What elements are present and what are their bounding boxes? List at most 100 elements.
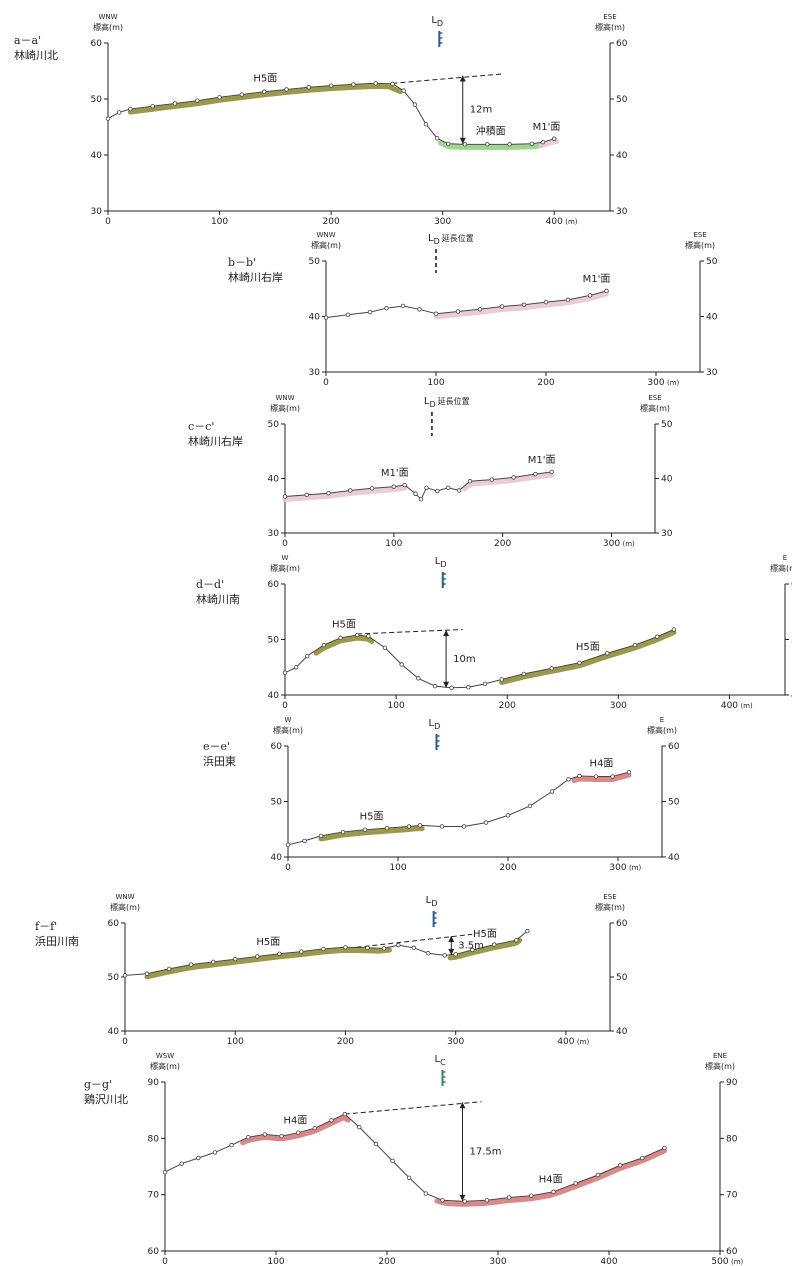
profile-point bbox=[442, 953, 447, 958]
x-unit-label: (m) bbox=[622, 540, 635, 548]
profile-point bbox=[587, 293, 593, 298]
profile-point bbox=[196, 1155, 201, 1161]
profile-point bbox=[362, 827, 368, 833]
y-tick-label-left: 60 bbox=[108, 919, 120, 929]
profile-point bbox=[318, 833, 324, 839]
x-tick-label: 100 bbox=[227, 1037, 244, 1047]
profile-point bbox=[305, 653, 310, 659]
surface-label: H5面 bbox=[253, 74, 277, 85]
terrain-profile-line bbox=[284, 629, 675, 689]
y-tick-label-right: 40 bbox=[616, 1027, 628, 1037]
y-tick-label-left: 90 bbox=[148, 1078, 160, 1088]
profile-point bbox=[302, 838, 307, 844]
direction-left: WNW bbox=[115, 893, 134, 901]
y-tick-label-right: 40 bbox=[706, 313, 718, 323]
y-tick-label-right: 90 bbox=[726, 1078, 738, 1088]
surface-band-M1 bbox=[282, 485, 408, 502]
fault-marker-label: LD 延長位置 bbox=[424, 396, 470, 409]
surface-band-H5 bbox=[318, 826, 425, 842]
profile-point bbox=[662, 1145, 667, 1151]
x-unit-label: (m) bbox=[565, 218, 578, 226]
y-tick-label-right: 60 bbox=[616, 919, 628, 929]
x-tick-label: 300 bbox=[610, 701, 627, 711]
direction-right: ENE bbox=[713, 1052, 727, 1060]
arrow-head-bottom bbox=[448, 948, 455, 955]
fault-marker-letter: L bbox=[431, 15, 437, 26]
y-tick-label-right: 60 bbox=[726, 1247, 738, 1257]
y-tick-label-right: 50 bbox=[661, 420, 673, 430]
x-tick-label: 200 bbox=[337, 1037, 354, 1047]
y-tick-label-left: 60 bbox=[148, 1247, 160, 1257]
x-tick-label: 300 bbox=[447, 1037, 464, 1047]
profile-point bbox=[329, 1118, 334, 1123]
surface-label: H5面 bbox=[360, 811, 384, 822]
profile-point bbox=[217, 95, 222, 100]
fault-marker-label: LD 延長位置 bbox=[428, 233, 474, 246]
arrow-head-bottom bbox=[459, 1194, 466, 1201]
profile-point bbox=[233, 956, 238, 962]
profile-point bbox=[446, 141, 451, 146]
surface-band-H5 bbox=[313, 635, 375, 656]
direction-right: E bbox=[783, 554, 787, 562]
surface-label: H4面 bbox=[590, 759, 614, 770]
profile-point bbox=[551, 1189, 556, 1195]
x-tick-label: 0 bbox=[122, 1037, 128, 1047]
profile-point bbox=[262, 1132, 268, 1137]
elevation-label-left: 標高(m) bbox=[150, 1061, 180, 1071]
x-tick-label: 100 bbox=[427, 378, 444, 388]
profile-point bbox=[179, 1161, 184, 1166]
x-tick-label: 0 bbox=[282, 701, 288, 711]
surface-band-H5 bbox=[127, 83, 403, 115]
profile-point bbox=[632, 642, 638, 648]
profile-point bbox=[384, 305, 389, 311]
profile-point bbox=[384, 825, 390, 831]
x-tick-label: 100 bbox=[267, 1257, 284, 1266]
x-tick-label: 0 bbox=[162, 1257, 168, 1266]
profile-point bbox=[416, 676, 421, 681]
x-tick-label: 200 bbox=[494, 539, 511, 549]
profile-point bbox=[321, 946, 326, 952]
profile-point bbox=[399, 662, 404, 667]
profile-point bbox=[296, 1130, 301, 1135]
x-tick-label: 300 bbox=[603, 539, 620, 549]
profile-point bbox=[492, 942, 497, 947]
arrow-head-top bbox=[448, 935, 455, 942]
x-unit-label: (m) bbox=[577, 1038, 590, 1046]
profile-point bbox=[506, 1195, 512, 1200]
y-tick-label-right: 30 bbox=[616, 207, 628, 217]
fault-marker-sub: C bbox=[440, 1058, 446, 1067]
profile-point bbox=[529, 1193, 534, 1198]
profile-point bbox=[507, 142, 512, 147]
surface-label: H4面 bbox=[539, 1174, 563, 1185]
profile-point bbox=[348, 488, 353, 493]
profile-point bbox=[577, 773, 582, 779]
surface-band-H5 bbox=[499, 630, 677, 685]
arrow-head-top bbox=[443, 630, 450, 637]
elevation-label-left: 標高(m) bbox=[93, 22, 123, 32]
y-tick-label-left: 40 bbox=[268, 691, 280, 701]
y-tick-label-left: 30 bbox=[268, 529, 280, 539]
fault-marker-letter: L bbox=[435, 1054, 441, 1065]
fault-marker-note: 延長位置 bbox=[438, 396, 470, 406]
fault-marker-sub: D bbox=[440, 560, 446, 569]
fault-marker-sub: D bbox=[429, 400, 435, 409]
profile-point bbox=[390, 1158, 395, 1164]
direction-right: ESE bbox=[693, 231, 706, 239]
y-tick-label-left: 50 bbox=[271, 798, 283, 808]
y-tick-label-right: 50 bbox=[706, 257, 718, 267]
profile-point bbox=[423, 1191, 429, 1196]
profile-point bbox=[172, 101, 178, 106]
profile-point bbox=[521, 302, 527, 308]
profile-point bbox=[229, 1142, 234, 1148]
x-tick-label: 200 bbox=[537, 378, 554, 388]
x-tick-label: 0 bbox=[323, 378, 329, 388]
fault-marker-label: LD bbox=[431, 15, 443, 28]
arrow-head-bottom bbox=[459, 137, 466, 144]
panel-name: 鶏沢川北 bbox=[84, 1092, 128, 1106]
profile-point bbox=[128, 106, 133, 112]
elevation-label-right: 標高(m) bbox=[685, 240, 715, 250]
profile-point bbox=[373, 1141, 379, 1147]
profile-point bbox=[423, 121, 429, 127]
